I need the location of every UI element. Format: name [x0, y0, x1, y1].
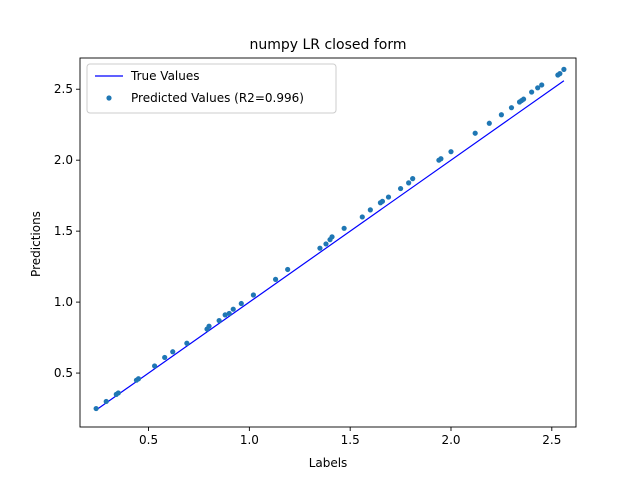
data-point	[367, 207, 373, 213]
data-point	[115, 390, 121, 396]
data-point	[508, 105, 515, 111]
data-point	[184, 340, 190, 346]
data-point	[317, 245, 323, 251]
data-point	[93, 405, 99, 412]
data-point	[135, 376, 142, 382]
data-point	[206, 323, 212, 329]
data-point	[359, 214, 365, 220]
data-point	[557, 71, 563, 77]
data-point	[520, 96, 527, 102]
data-point	[170, 349, 176, 355]
x-tick-label: 2.5	[542, 433, 561, 447]
true-values-line	[95, 80, 565, 411]
data-point	[162, 354, 168, 361]
x-axis-label: Labels	[309, 456, 348, 470]
data-point	[438, 156, 444, 162]
data-point	[341, 225, 347, 231]
legend-label-predicted-values: Predicted Values (R2=0.996)	[131, 91, 304, 105]
data-point	[226, 310, 232, 317]
data-point	[323, 241, 329, 247]
data-point	[529, 89, 535, 95]
legend-label-true-values: True Values	[130, 69, 200, 83]
data-point	[329, 234, 335, 240]
data-point	[230, 306, 236, 312]
data-point	[250, 292, 256, 298]
y-tick-label: 2.5	[54, 82, 73, 96]
data-point	[216, 317, 222, 324]
data-point	[272, 276, 279, 282]
data-point	[410, 176, 416, 182]
x-tick-label: 2.0	[441, 433, 460, 447]
data-point	[152, 363, 158, 369]
legend-box	[86, 63, 337, 114]
data-point	[103, 398, 109, 405]
axes: 0.5 1.0 1.5 2.0 2.5 0.5 1.0 1.5 2.0 2.5	[54, 57, 577, 447]
data-point	[498, 112, 504, 118]
data-point	[486, 120, 492, 126]
chart-title: numpy LR closed form	[249, 37, 406, 53]
data-point	[238, 300, 244, 307]
data-point	[448, 149, 454, 155]
data-point	[222, 312, 228, 318]
legend-point-swatch	[106, 95, 112, 101]
x-tick-label: 1.0	[240, 433, 259, 447]
x-tick-label: 1.5	[341, 433, 360, 447]
y-axis-label: Predictions	[29, 211, 43, 277]
data-point	[561, 66, 567, 72]
data-point	[285, 266, 291, 273]
data-point	[472, 130, 478, 136]
y-tick-label: 1.5	[54, 224, 73, 238]
plot-area	[93, 66, 567, 412]
data-point	[539, 82, 545, 88]
legend: True Values Predicted Values (R2=0.996)	[86, 63, 337, 114]
data-point	[379, 198, 386, 204]
data-point	[385, 194, 392, 200]
y-tick-label: 2.0	[54, 153, 73, 167]
data-point	[406, 180, 412, 186]
x-tick-label: 0.5	[139, 433, 158, 447]
data-point	[535, 85, 541, 91]
axes-frame	[79, 57, 577, 428]
y-tick-label: 1.0	[54, 295, 73, 309]
y-tick-label: 0.5	[54, 366, 73, 380]
data-point	[397, 185, 404, 192]
